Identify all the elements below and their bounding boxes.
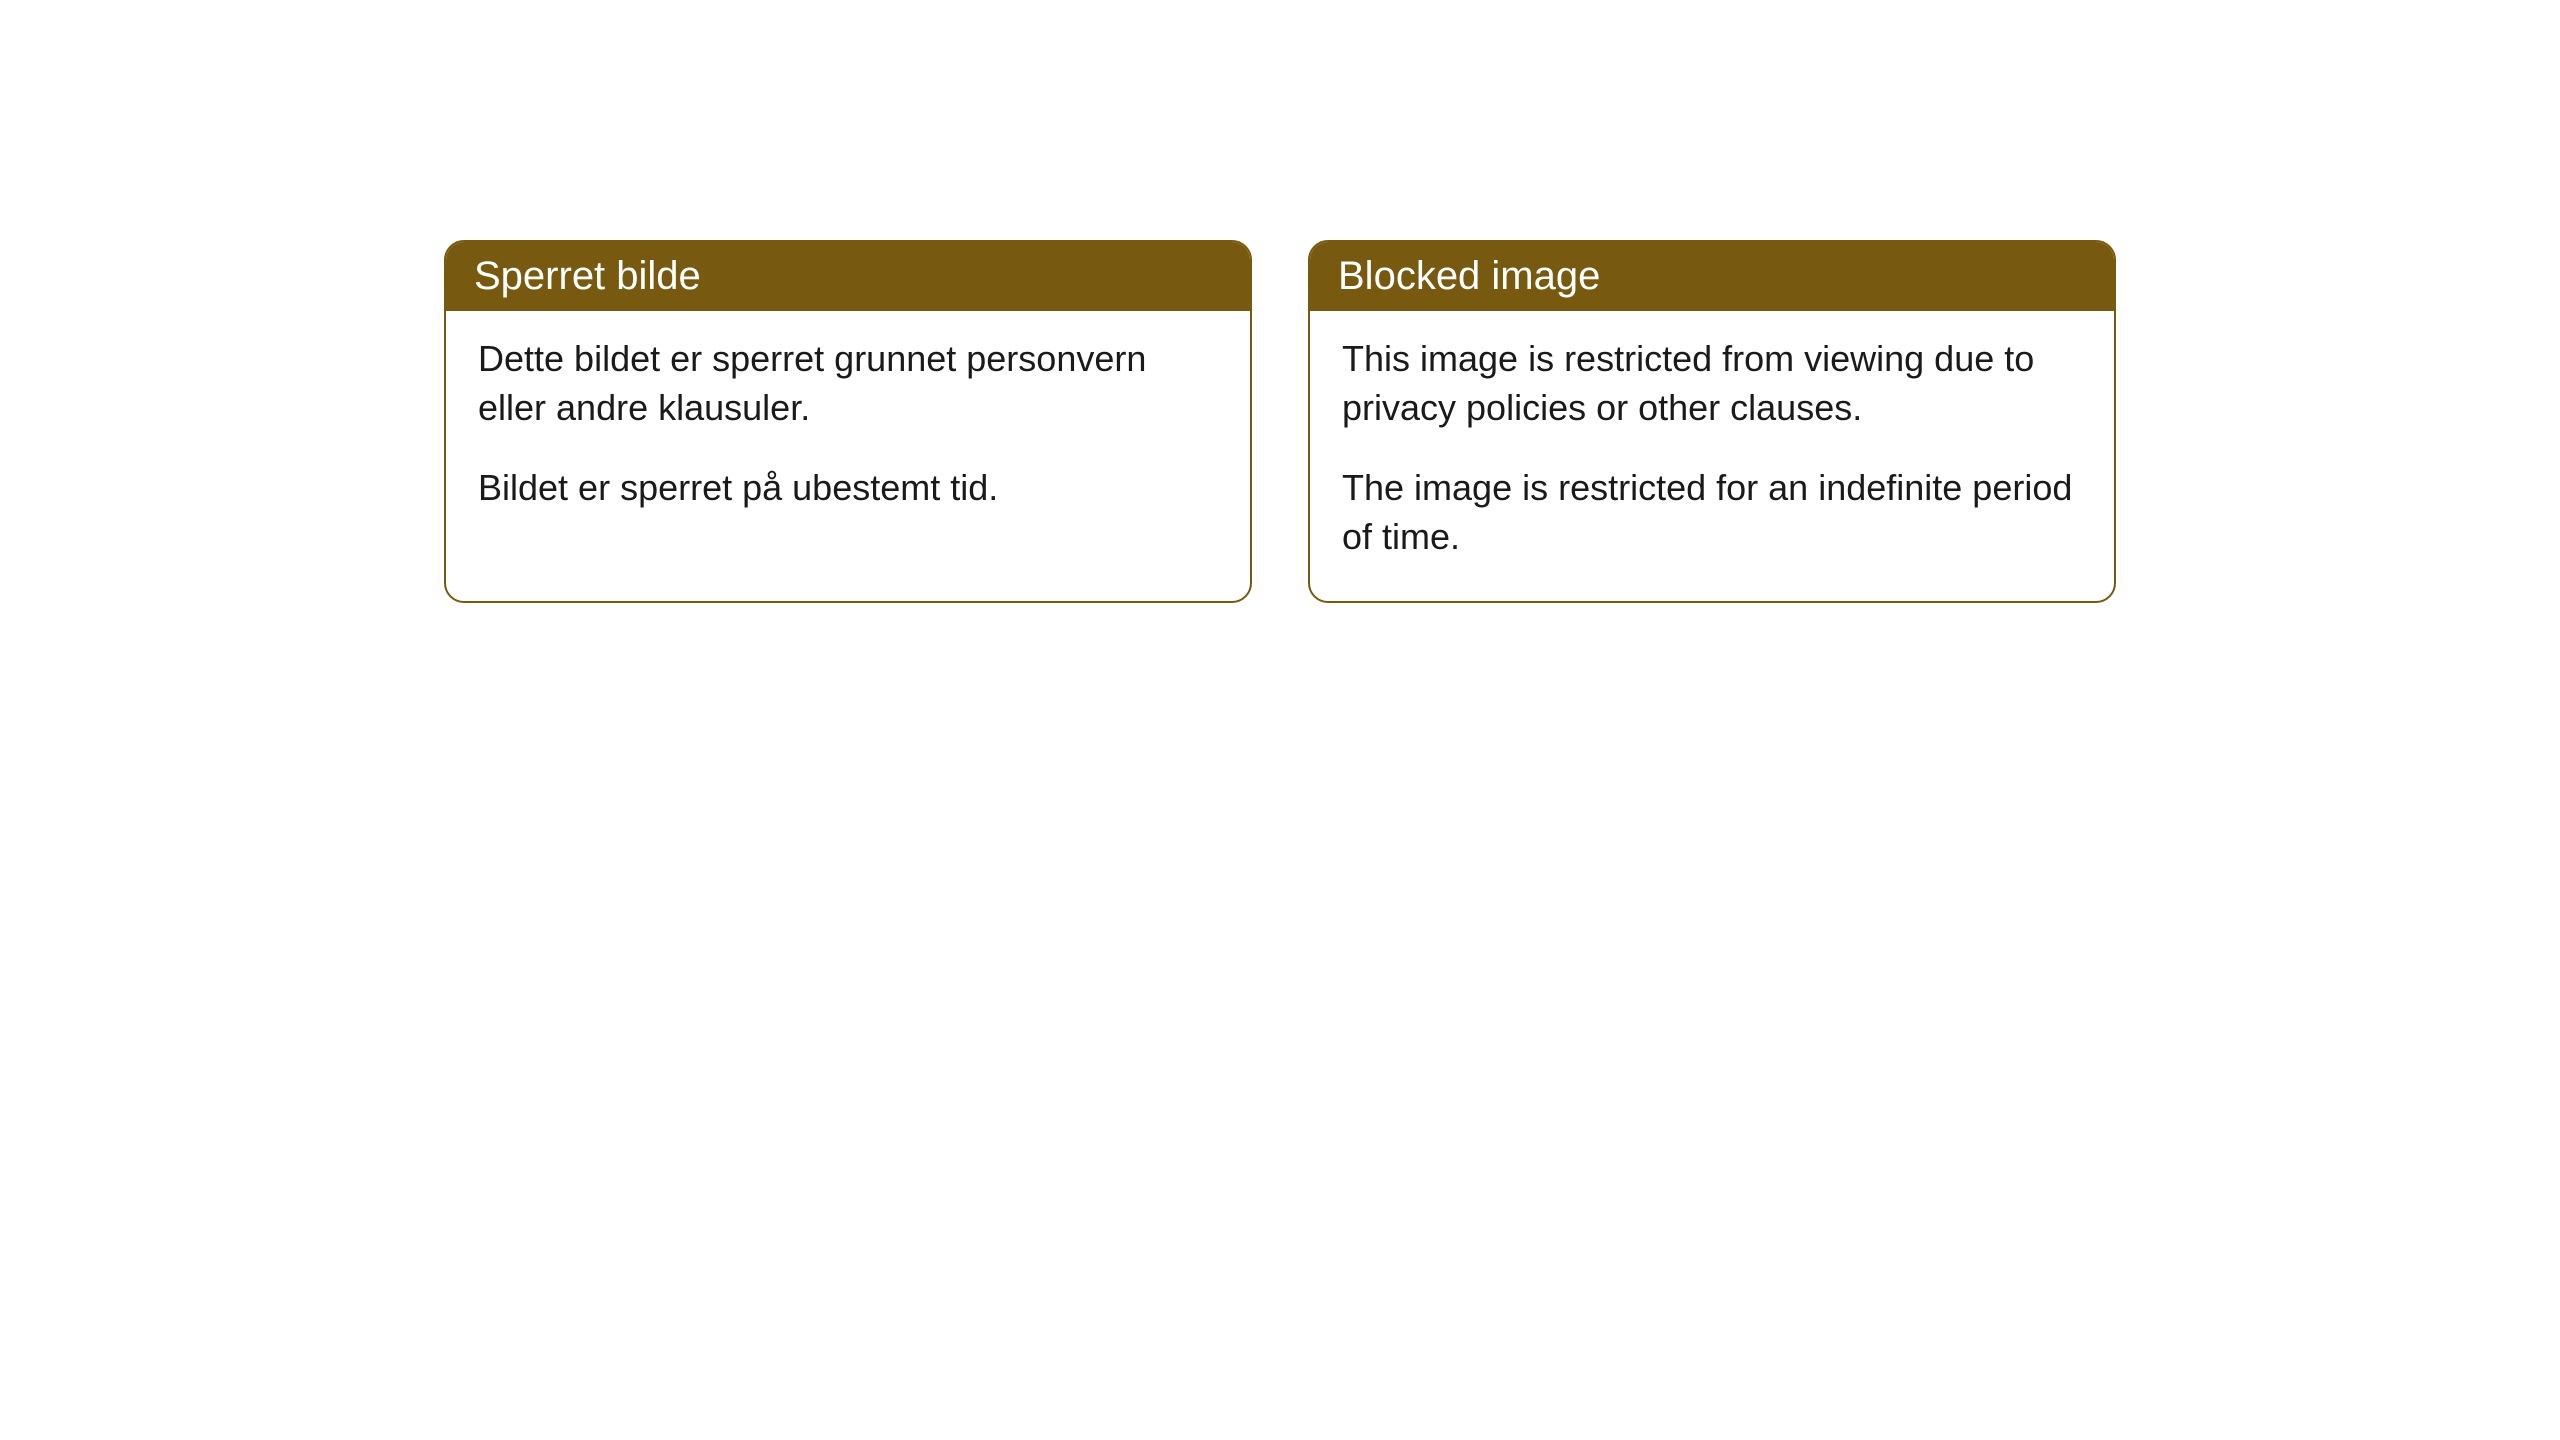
card-body: Dette bildet er sperret grunnet personve… (446, 311, 1250, 553)
notice-card-english: Blocked image This image is restricted f… (1308, 240, 2116, 603)
card-header: Blocked image (1310, 242, 2114, 311)
card-body: This image is restricted from viewing du… (1310, 311, 2114, 601)
card-paragraph: This image is restricted from viewing du… (1342, 335, 2082, 432)
notice-card-norwegian: Sperret bilde Dette bildet er sperret gr… (444, 240, 1252, 603)
card-paragraph: Bildet er sperret på ubestemt tid. (478, 464, 1218, 513)
card-header: Sperret bilde (446, 242, 1250, 311)
card-paragraph: The image is restricted for an indefinit… (1342, 464, 2082, 561)
notice-cards-container: Sperret bilde Dette bildet er sperret gr… (444, 240, 2116, 603)
card-title: Blocked image (1338, 254, 1600, 298)
card-title: Sperret bilde (474, 254, 701, 298)
card-paragraph: Dette bildet er sperret grunnet personve… (478, 335, 1218, 432)
